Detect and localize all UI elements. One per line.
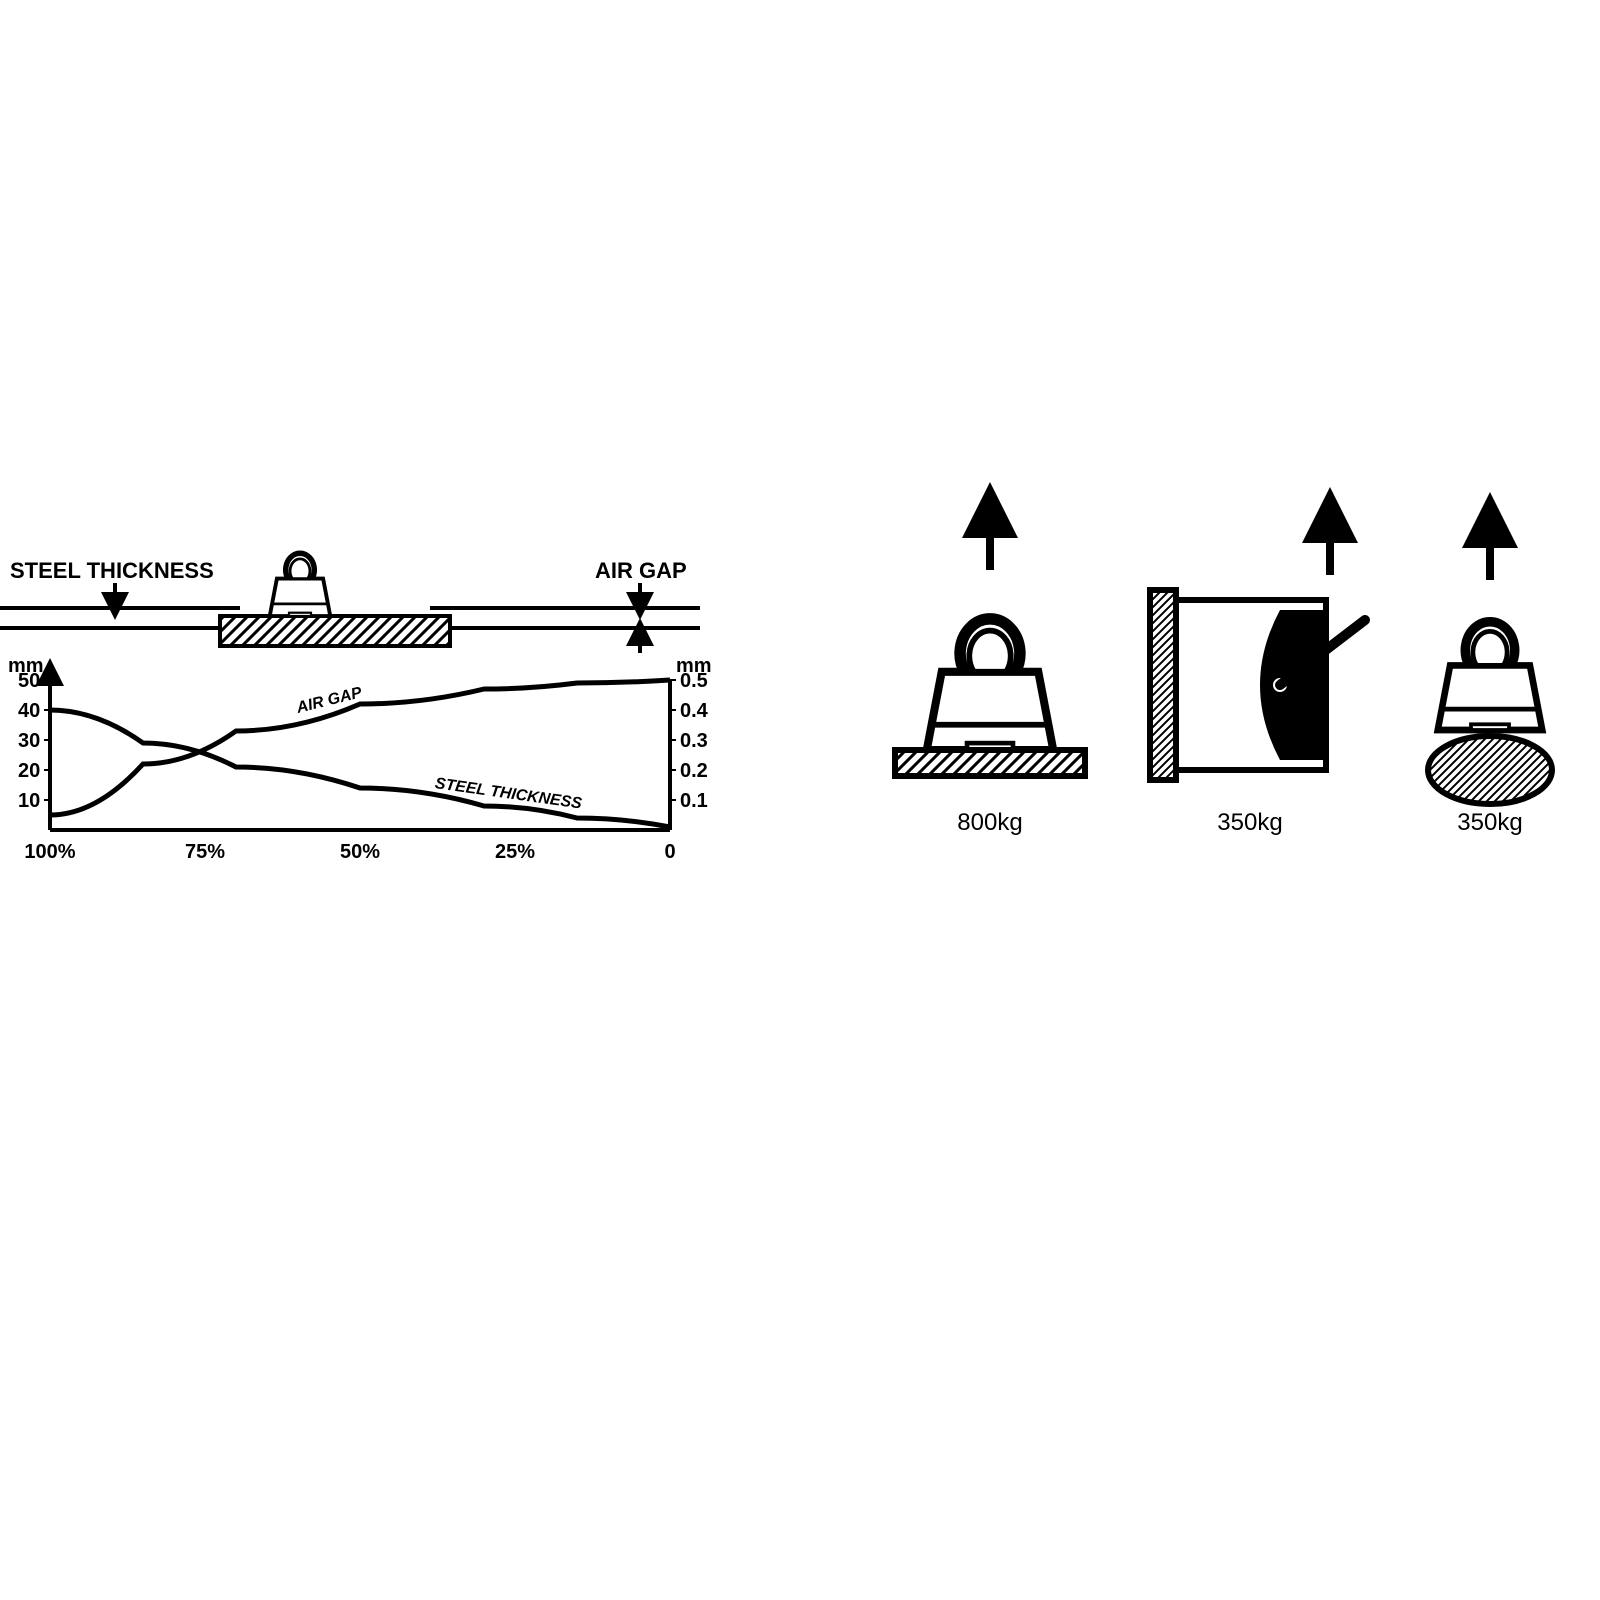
right-tick: 0.4 <box>680 700 709 722</box>
x-tick: 50% <box>340 841 380 863</box>
round-stock-icon <box>1428 736 1552 804</box>
x-tick: 100% <box>24 841 75 863</box>
left-tick: 20 <box>18 760 40 782</box>
right-tick: 0.1 <box>680 790 708 812</box>
flat-label: 800kg <box>957 809 1022 836</box>
x-tick: 75% <box>185 841 225 863</box>
diagram-canvas: STEEL THICKNESSAIR GAPmmmm50403020100.50… <box>0 0 1600 1600</box>
left-tick: 30 <box>18 730 40 752</box>
left-tick: 50 <box>18 670 40 692</box>
air-gap-curve-label: AIR GAP <box>294 684 364 717</box>
left-tick: 40 <box>18 700 40 722</box>
air-gap-title: AIR GAP <box>595 558 687 583</box>
right-tick: 0.2 <box>680 760 708 782</box>
side-label: 350kg <box>1217 809 1282 836</box>
round-label: 350kg <box>1457 809 1522 836</box>
right-tick: 0.3 <box>680 730 708 752</box>
right-tick: 0.5 <box>680 670 708 692</box>
left-tick: 10 <box>18 790 40 812</box>
x-tick: 0 <box>664 841 675 863</box>
flat-plate-icon <box>895 750 1085 776</box>
x-tick: 25% <box>495 841 535 863</box>
steel-thickness-title: STEEL THICKNESS <box>10 558 214 583</box>
